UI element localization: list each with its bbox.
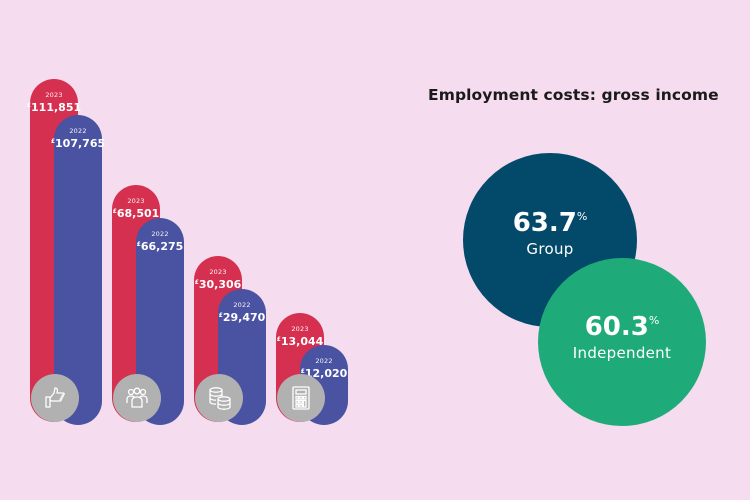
thumbs-up-icon xyxy=(31,374,79,422)
currency-symbol: £ xyxy=(50,138,56,145)
bar-year-label: 2023 xyxy=(127,197,145,205)
bar-value-label: £107,765 xyxy=(50,137,106,150)
percent-sign: % xyxy=(648,314,660,327)
currency-symbol: £ xyxy=(112,208,117,215)
bubble-chart-title: Employment costs: gross income xyxy=(428,86,719,104)
currency-symbol: £ xyxy=(194,279,199,286)
bar-year-label: 2022 xyxy=(151,230,169,238)
currency-symbol: £ xyxy=(300,368,305,375)
bar-value-label: £111,851 xyxy=(26,101,82,114)
people-icon xyxy=(113,374,161,422)
percent-sign: % xyxy=(576,210,588,223)
bar-value-label: £29,470 xyxy=(218,311,266,324)
bubble-label: Group xyxy=(526,240,574,258)
bar-value-label: £13,044 xyxy=(276,335,324,348)
bar-year-label: 2023 xyxy=(291,325,309,333)
bubble-value: 60.3% xyxy=(584,312,660,342)
bar-year-label: 2023 xyxy=(45,91,63,99)
bar-year-label: 2022 xyxy=(233,301,251,309)
bar-value-label: £66,275 xyxy=(136,240,184,253)
currency-symbol: £ xyxy=(136,241,141,248)
bar-year-label: 2022 xyxy=(315,357,333,365)
coins-icon xyxy=(195,374,243,422)
calculator-icon xyxy=(277,374,325,422)
bar-value-label: £12,020 xyxy=(300,367,348,380)
currency-symbol: £ xyxy=(276,336,281,343)
currency-symbol: £ xyxy=(218,312,223,319)
bubble-value: 63.7% xyxy=(512,208,588,238)
currency-symbol: £ xyxy=(26,102,32,109)
bar-2022-thumbs-up: 2022 £107,765 xyxy=(51,115,105,425)
bar-year-label: 2022 xyxy=(69,127,87,135)
bar-year-label: 2023 xyxy=(209,268,227,276)
bar-value-label: £30,306 xyxy=(194,278,242,291)
bar-value-label: £68,501 xyxy=(112,207,160,220)
bubble-label: Independent xyxy=(572,344,672,362)
bubble-independent: 60.3% Independent xyxy=(538,258,706,426)
